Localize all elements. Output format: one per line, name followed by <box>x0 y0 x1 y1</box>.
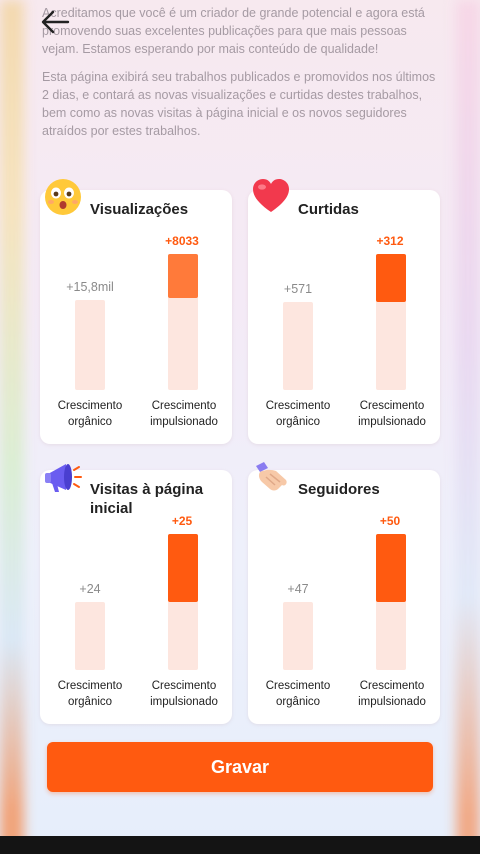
system-navigation-bar <box>0 836 480 854</box>
boosted-bar <box>168 534 198 670</box>
organic-bar <box>283 302 313 390</box>
boosted-value: +8033 <box>165 234 199 248</box>
organic-bar <box>75 602 105 670</box>
boosted-label: Crescimento impulsionado <box>358 400 426 428</box>
back-button[interactable] <box>38 8 72 36</box>
organic-bar <box>283 602 313 670</box>
boosted-value: +50 <box>379 514 401 528</box>
card-title: Seguidores <box>298 481 380 498</box>
card-profile-visits: Visitas à página inicial +24 +25 Crescim… <box>40 464 232 724</box>
heart-icon <box>253 179 289 212</box>
card-views: Visualizações +15,8mil +8033 Crescimento… <box>40 179 232 444</box>
surprised-face-icon <box>45 179 81 215</box>
boosted-value: +25 <box>171 514 193 528</box>
organic-bar <box>75 300 105 390</box>
organic-value: +47 <box>287 582 309 596</box>
handshake-icon <box>256 462 287 491</box>
organic-label: Crescimento orgânico <box>265 680 331 708</box>
intro-text: Acreditamos que você é um criador de gra… <box>42 4 438 150</box>
card-title: Visitas à página inicial <box>90 481 204 517</box>
boosted-bar-fill <box>376 254 406 302</box>
organic-value: +571 <box>283 282 313 296</box>
organic-value: +15,8mil <box>66 280 114 294</box>
arrow-left-icon <box>41 10 70 34</box>
boosted-bar <box>168 254 198 390</box>
boosted-bar <box>376 534 406 670</box>
boosted-bar-fill <box>376 534 406 602</box>
boosted-label: Crescimento impulsionado <box>358 680 426 708</box>
record-button[interactable]: Gravar <box>47 742 433 792</box>
card-title: Visualizações <box>90 201 189 218</box>
intro-paragraph-1: Acreditamos que você é um criador de gra… <box>42 6 425 56</box>
megaphone-icon <box>45 464 82 492</box>
boosted-label: Crescimento impulsionado <box>150 400 218 428</box>
card-likes: Curtidas +571 +312 Crescimento orgânico … <box>248 179 440 444</box>
intro-paragraph-2: Esta página exibirá seu trabalhos public… <box>42 70 436 138</box>
decorative-edge-left <box>0 0 24 854</box>
decorative-edge-right <box>456 0 480 854</box>
card-followers: Seguidores +47 +50 Crescimento orgânico … <box>248 462 440 724</box>
organic-label: Crescimento orgânico <box>57 680 123 708</box>
boosted-label: Crescimento impulsionado <box>150 680 218 708</box>
card-title: Curtidas <box>298 201 359 218</box>
organic-label: Crescimento orgânico <box>265 400 331 428</box>
boosted-bar <box>376 254 406 390</box>
boosted-value: +312 <box>376 234 404 248</box>
organic-label: Crescimento orgânico <box>57 400 123 428</box>
boosted-bar-fill <box>168 254 198 298</box>
boosted-bar-fill <box>168 534 198 602</box>
organic-value: +24 <box>79 582 101 596</box>
